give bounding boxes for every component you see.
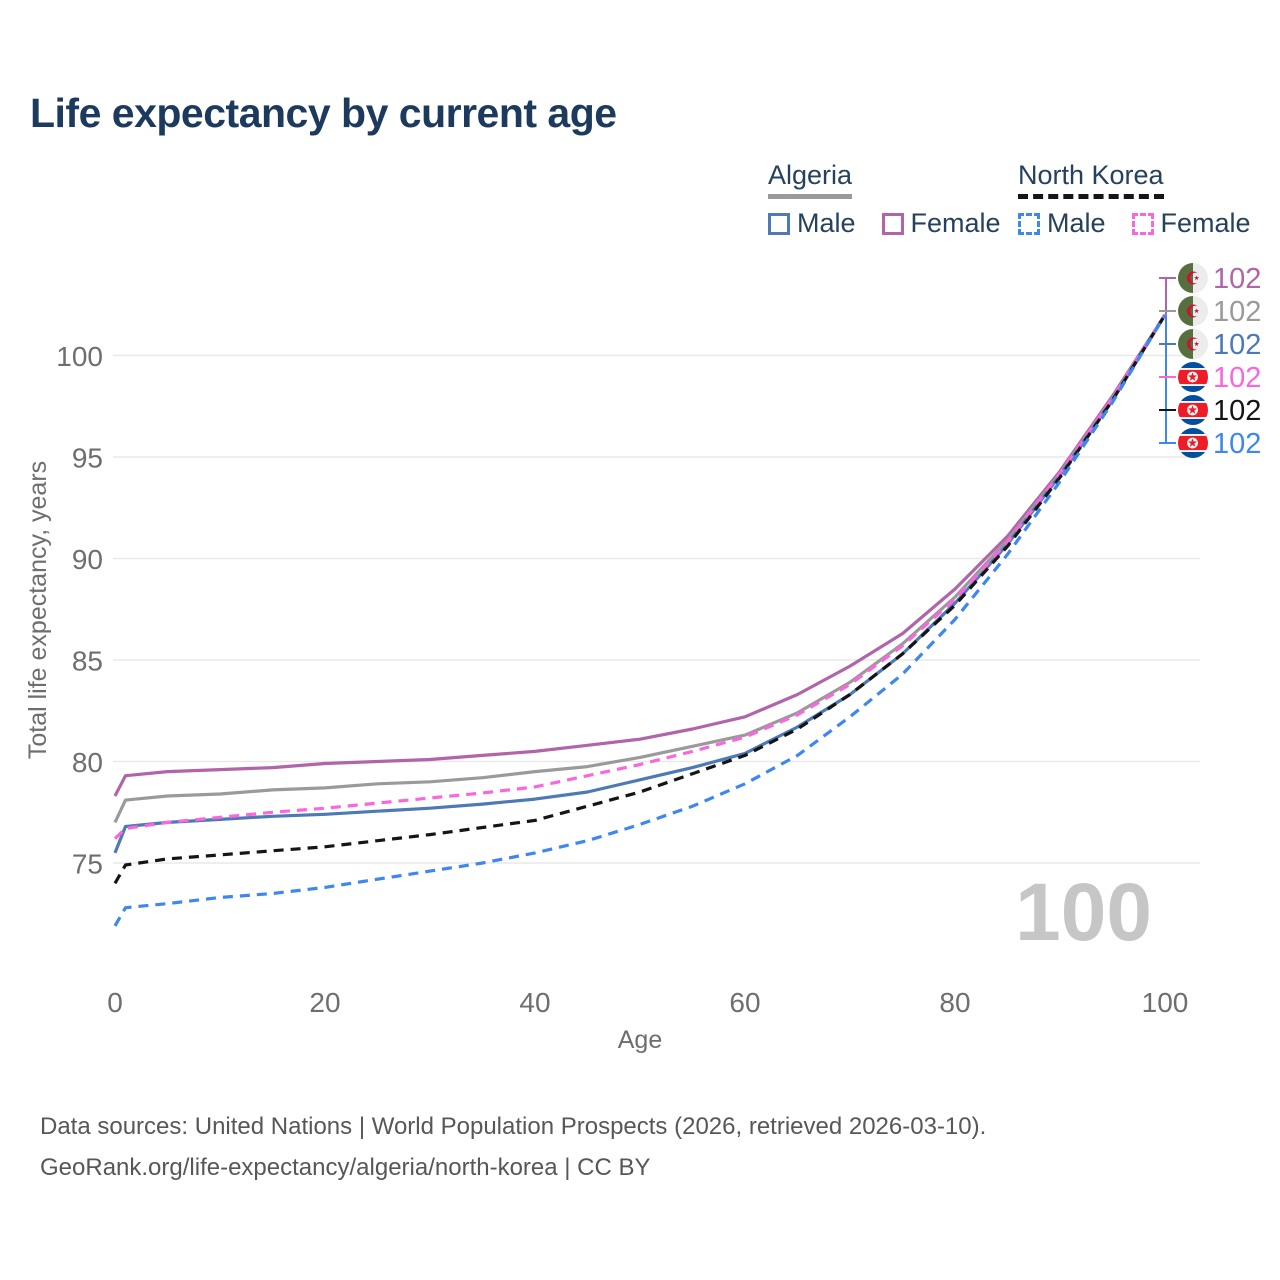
endpoint-label-algeria-female[interactable]: 102: [1159, 263, 1261, 295]
legend-label-algeria-male: Male: [797, 208, 856, 238]
endpoint-value: 102: [1213, 329, 1261, 361]
y-tick-label-80: 80: [72, 747, 103, 778]
x-axis-title: Age: [618, 1026, 662, 1054]
x-tick-label-100: 100: [1142, 987, 1189, 1018]
algeria-flag-icon: [1178, 329, 1208, 359]
series-line-north-korea-both-sexes[interactable]: [113, 314, 1167, 885]
endpoint-value: 102: [1213, 362, 1261, 394]
legend-item-north-korea-female[interactable]: Female: [1131, 208, 1251, 239]
endpoint-label-north-korea-female[interactable]: 102: [1159, 362, 1261, 394]
endpoint-label-algeria-both-sexes[interactable]: 102: [1159, 296, 1261, 328]
series-line-north-korea-female[interactable]: [113, 314, 1167, 840]
x-tick-label-0: 0: [107, 987, 123, 1018]
endpoint-value: 102: [1213, 263, 1261, 295]
y-axis-title: Total life expectancy, years: [24, 461, 52, 759]
current-age-watermark: 100: [1015, 867, 1152, 958]
x-tick-label-20: 20: [309, 987, 340, 1018]
legend-label-north-korea-male: Male: [1047, 208, 1106, 238]
x-tick-label-80: 80: [939, 987, 970, 1018]
series-line-north-korea-male[interactable]: [113, 314, 1167, 927]
y-tick-label-90: 90: [72, 544, 103, 575]
north-korea-flag-icon: [1178, 428, 1208, 458]
legend-country-north-korea[interactable]: North Korea: [1018, 160, 1164, 199]
series-line-algeria-female[interactable]: [113, 314, 1167, 797]
y-tick-label-95: 95: [72, 443, 103, 474]
algeria-flag-icon: [1178, 296, 1208, 326]
y-tick-label-85: 85: [72, 646, 103, 677]
endpoint-label-algeria-male[interactable]: 102: [1159, 329, 1261, 361]
endpoint-value: 102: [1213, 428, 1261, 460]
endpoint-value: 102: [1213, 395, 1261, 427]
data-sources-line: Data sources: United Nations | World Pop…: [40, 1113, 987, 1140]
attribution-line: GeoRank.org/life-expectancy/algeria/nort…: [40, 1154, 651, 1181]
footer: Data sources: United Nations | World Pop…: [40, 1106, 986, 1188]
series-line-algeria-male[interactable]: [113, 314, 1167, 854]
x-tick-label-60: 60: [729, 987, 760, 1018]
algeria-female-swatch-icon: [881, 212, 904, 235]
legend-item-algeria-male[interactable]: Male: [768, 208, 856, 239]
endpoint-label-north-korea-both-sexes[interactable]: 102: [1159, 395, 1261, 427]
legend-items-algeria: Male Female: [768, 208, 1001, 239]
legend-country-algeria[interactable]: Algeria: [768, 160, 853, 199]
y-tick-label-100: 100: [56, 341, 103, 372]
endpoint-value: 102: [1213, 296, 1261, 328]
north-korea-flag-icon: [1178, 395, 1208, 425]
legend-group-north-korea: North Korea Male Female: [1018, 160, 1251, 239]
endpoint-label-north-korea-male[interactable]: 102: [1159, 428, 1261, 460]
series-line-algeria-both-sexes[interactable]: [113, 314, 1167, 824]
legend-label-north-korea-female: Female: [1160, 208, 1251, 238]
page-title: Life expectancy by current age: [30, 90, 617, 136]
legend-item-algeria-female[interactable]: Female: [881, 208, 1001, 239]
algeria-flag-icon: [1178, 263, 1208, 293]
legend-group-algeria: Algeria Male Female: [768, 160, 1001, 239]
north-korea-male-swatch-icon: [1018, 212, 1040, 235]
north-korea-flag-icon: [1178, 362, 1208, 392]
north-korea-female-swatch-icon: [1131, 212, 1154, 235]
legend-items-north-korea: Male Female: [1018, 208, 1251, 239]
legend-item-north-korea-male[interactable]: Male: [1018, 208, 1106, 239]
algeria-male-swatch-icon: [768, 212, 790, 235]
y-tick-label-75: 75: [72, 849, 103, 880]
x-tick-label-40: 40: [519, 987, 550, 1018]
legend-label-algeria-female: Female: [910, 208, 1001, 238]
